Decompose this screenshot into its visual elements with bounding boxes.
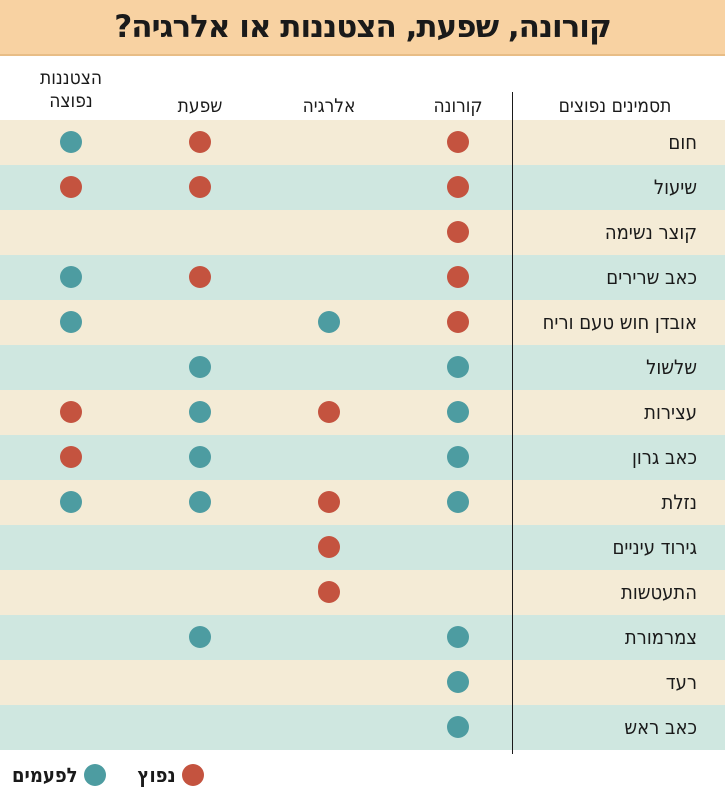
symptom-label: עצירות: [644, 400, 697, 424]
legend: נפוץ לפעמים: [12, 758, 204, 792]
table-row: גירוד עיניים: [0, 525, 725, 570]
symptom-label: כאב שרירים: [606, 265, 697, 289]
flu-common-dot: [189, 131, 211, 153]
legend-common-label: נפוץ: [137, 763, 176, 787]
header-flu: שפעת: [177, 95, 223, 117]
header-symptoms: תסמינים נפוצים: [558, 95, 672, 117]
corona-sometimes-dot: [447, 356, 469, 378]
flu-common-dot: [189, 176, 211, 198]
table-row: אובדן חוש טעם וריח: [0, 300, 725, 345]
table-row: נזלת: [0, 480, 725, 525]
table-row: קוצר נשימה: [0, 210, 725, 255]
allergy-common-dot: [318, 536, 340, 558]
symptom-label: כאב גרון: [631, 445, 697, 469]
corona-sometimes-dot: [447, 671, 469, 693]
table-row: עצירות: [0, 390, 725, 435]
symptom-label: אובדן חוש טעם וריח: [542, 310, 697, 334]
header-cold-line2: נפוצה: [49, 90, 93, 112]
corona-sometimes-dot: [447, 401, 469, 423]
legend-sometimes: לפעמים: [12, 763, 106, 787]
symptom-label: חום: [668, 130, 697, 154]
symptom-label: קוצר נשימה: [604, 220, 697, 244]
cold-common-dot: [60, 176, 82, 198]
cold-common-dot: [60, 401, 82, 423]
table-row: צמרמורת: [0, 615, 725, 660]
symptom-label: רעד: [665, 670, 697, 694]
corona-common-dot: [447, 266, 469, 288]
table-row: שיעול: [0, 165, 725, 210]
header-allergy: אלרגיה: [302, 95, 356, 117]
column-divider: [512, 92, 513, 754]
legend-common: נפוץ: [138, 763, 204, 787]
table-row: כאב ראש: [0, 705, 725, 750]
legend-sometimes-dot: [83, 764, 106, 786]
corona-common-dot: [447, 221, 469, 243]
flu-common-dot: [189, 266, 211, 288]
symptom-label: כאב ראש: [624, 715, 697, 739]
cold-sometimes-dot: [60, 311, 82, 333]
cold-common-dot: [60, 446, 82, 468]
allergy-common-dot: [318, 491, 340, 513]
legend-common-dot: [181, 764, 204, 786]
header-cold: הצטננות נפוצה: [11, 62, 131, 118]
corona-sometimes-dot: [447, 446, 469, 468]
table-row: רעד: [0, 660, 725, 705]
symptom-label: שיעול: [653, 175, 697, 199]
chart-title: קורונה, שפעת, הצטננות או אלרגיה?: [0, 0, 725, 54]
allergy-sometimes-dot: [318, 311, 340, 333]
header-corona: קורונה: [433, 95, 483, 117]
symptom-label: נזלת: [661, 490, 698, 514]
corona-sometimes-dot: [447, 491, 469, 513]
title-underline: [0, 54, 725, 56]
corona-common-dot: [447, 311, 469, 333]
flu-sometimes-dot: [189, 446, 211, 468]
table-row: התעטשות: [0, 570, 725, 615]
legend-sometimes-label: לפעמים: [12, 763, 78, 787]
cold-sometimes-dot: [60, 131, 82, 153]
cold-sometimes-dot: [60, 491, 82, 513]
header-cold-line1: הצטננות: [40, 67, 102, 89]
allergy-common-dot: [318, 581, 340, 603]
flu-sometimes-dot: [189, 401, 211, 423]
symptom-label: גירוד עיניים: [612, 535, 697, 559]
table-row: כאב שרירים: [0, 255, 725, 300]
symptom-label: התעטשות: [621, 580, 697, 604]
table-row: כאב גרון: [0, 435, 725, 480]
flu-sometimes-dot: [189, 356, 211, 378]
table-row: שלשול: [0, 345, 725, 390]
flu-sometimes-dot: [189, 626, 211, 648]
table-row: חום: [0, 120, 725, 165]
allergy-common-dot: [318, 401, 340, 423]
corona-common-dot: [447, 131, 469, 153]
symptom-label: שלשול: [646, 355, 697, 379]
flu-sometimes-dot: [189, 491, 211, 513]
corona-common-dot: [447, 176, 469, 198]
corona-sometimes-dot: [447, 626, 469, 648]
cold-sometimes-dot: [60, 266, 82, 288]
symptom-label: צמרמורת: [624, 625, 697, 649]
corona-sometimes-dot: [447, 716, 469, 738]
